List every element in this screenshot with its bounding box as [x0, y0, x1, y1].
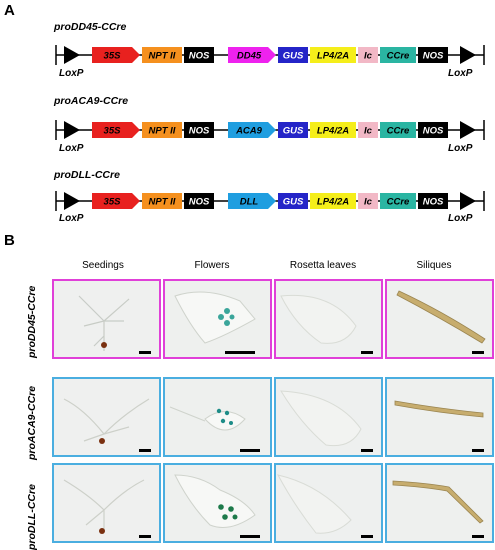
loxp-left-arrow — [64, 121, 80, 139]
loxp-left-arrow — [64, 46, 80, 64]
lp42a-block — [310, 47, 356, 63]
element-label: CCre — [387, 51, 410, 62]
loxp-right-arrow — [460, 192, 476, 210]
gus-block — [278, 122, 308, 138]
ic-block — [358, 193, 378, 209]
loxp-left-label: LoxP — [59, 213, 84, 224]
ccre-block — [380, 47, 416, 63]
loxp-right-arrow — [460, 121, 476, 139]
photo-leaf-dll — [274, 463, 383, 543]
photo-flower-aca9 — [163, 377, 272, 457]
element-label: CCre — [387, 126, 410, 137]
nos-block — [418, 193, 448, 209]
nos-block — [184, 47, 214, 63]
loxp-right-arrow — [460, 46, 476, 64]
nos-block — [418, 47, 448, 63]
column-header-rosette-leaves: Rosetta leaves — [289, 260, 357, 271]
tissue-promoter — [228, 47, 276, 63]
element-label: NOS — [423, 51, 444, 62]
nos-block — [184, 122, 214, 138]
loxp-right-label: LoxP — [448, 68, 473, 79]
element-label: 35S — [104, 197, 122, 208]
loxp-left-arrow — [64, 192, 80, 210]
loxp-left-label: LoxP — [59, 68, 84, 79]
element-label: NOS — [423, 126, 444, 137]
lp42a-block — [310, 122, 356, 138]
construct-title: proDLL-CCre — [54, 169, 120, 181]
element-label: Ic — [364, 126, 373, 137]
35s-promoter — [92, 122, 140, 138]
element-label: LP4/2A — [317, 51, 349, 62]
loxp-right-label: LoxP — [448, 213, 473, 224]
loxp-left-label: LoxP — [59, 143, 84, 154]
element-label: 35S — [104, 51, 122, 62]
row-label-proDD45: proDD45-CCre — [26, 285, 38, 358]
photo-seedling-aca9 — [52, 377, 161, 457]
element-label: NOS — [189, 197, 210, 208]
element-label: NOS — [423, 197, 444, 208]
loxp-right-label: LoxP — [448, 143, 473, 154]
element-label: NPT II — [149, 197, 176, 208]
photo-silique-aca9 — [385, 377, 494, 457]
element-label: LP4/2A — [317, 197, 349, 208]
nptii-block — [142, 193, 182, 209]
photo-seedling-dd45 — [52, 279, 161, 359]
photo-leaf-aca9 — [274, 377, 383, 457]
row-label-proDLL: proDLL-CCre — [26, 484, 38, 550]
element-label: GUS — [283, 51, 304, 62]
element-label: LP4/2A — [317, 126, 349, 137]
photo-flower-dll — [163, 463, 272, 543]
nptii-block — [142, 47, 182, 63]
tissue-promoter — [228, 193, 276, 209]
ic-block — [358, 47, 378, 63]
photo-flower-dd45 — [163, 279, 272, 359]
element-label: GUS — [283, 126, 304, 137]
element-label: Ic — [364, 51, 373, 62]
nptii-block — [142, 122, 182, 138]
element-label: NOS — [189, 51, 210, 62]
nos-block — [184, 193, 214, 209]
construct-diagrams: .lbl{font-family:"Liberation Sans",sans-… — [55, 45, 485, 211]
construct-title: proACA9-CCre — [54, 95, 129, 107]
element-label: Ic — [364, 197, 373, 208]
ic-block — [358, 122, 378, 138]
35s-promoter — [92, 47, 140, 63]
photo-leaf-dd45 — [274, 279, 383, 359]
photo-silique-dll — [385, 463, 494, 543]
element-label: 35S — [104, 126, 122, 137]
construct-title: proDD45-CCre — [54, 21, 127, 33]
element-label: CCre — [387, 197, 410, 208]
35s-promoter — [92, 193, 140, 209]
gus-block — [278, 47, 308, 63]
column-header-flowers: Flowers — [194, 260, 230, 271]
tissue-promoter — [228, 122, 276, 138]
element-label: NPT II — [149, 51, 176, 62]
gus-block — [278, 193, 308, 209]
photo-seedling-dll — [52, 463, 161, 543]
column-header-siliques: Siliques — [416, 260, 452, 271]
construct-row: 35S NPT II NOS DD45 GUS LP4/2A Ic CCre N… — [55, 45, 485, 65]
panel-label-a: A — [4, 2, 15, 19]
element-label: NPT II — [149, 126, 176, 137]
ccre-block — [380, 193, 416, 209]
element-label: DLL — [240, 197, 259, 208]
nos-block — [418, 122, 448, 138]
element-label: GUS — [283, 197, 304, 208]
element-label: DD45 — [237, 51, 262, 62]
row-label-proACA9: proACA9-CCre — [26, 385, 38, 460]
photo-silique-dd45 — [385, 279, 494, 359]
panel-label-b: B — [4, 232, 15, 249]
construct-row: 35S NPT II NOS ACA9 GUS LP4/2A Ic CCre N… — [55, 120, 485, 140]
element-label: NOS — [189, 126, 210, 137]
construct-row: 35S NPT II NOS DLL GUS LP4/2A Ic CCre NO… — [55, 191, 485, 211]
ccre-block — [380, 122, 416, 138]
column-header-seedlings: Seedings — [82, 260, 124, 271]
element-label: ACA9 — [235, 126, 263, 137]
lp42a-block — [310, 193, 356, 209]
